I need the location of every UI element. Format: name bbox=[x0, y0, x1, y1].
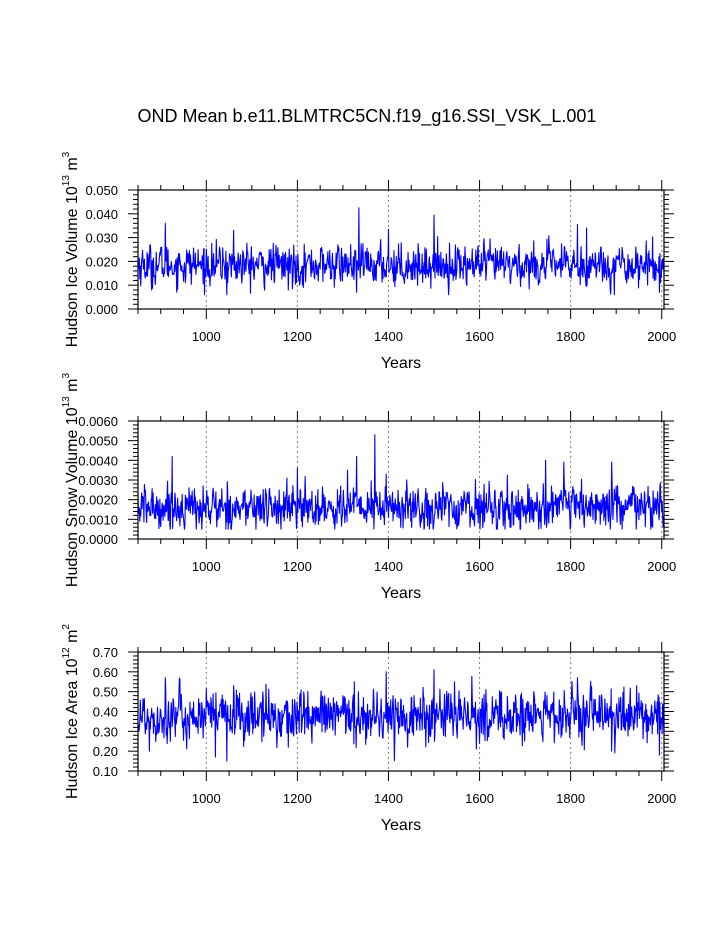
y-tick-label: 0.040 bbox=[85, 207, 118, 222]
y-tick-label: 0.70 bbox=[93, 645, 118, 660]
series-line bbox=[137, 207, 665, 296]
y-tick-label: 0.60 bbox=[93, 665, 118, 680]
y-tick-label: 0.030 bbox=[85, 231, 118, 246]
x-tick-label: 2000 bbox=[647, 559, 676, 574]
y-tick-label: 0.0050 bbox=[78, 434, 118, 449]
x-tick-label: 1800 bbox=[556, 559, 585, 574]
panels: 1000 1200 1400 1600 1800 2000 Years 0.000 0.010 0… bbox=[61, 151, 676, 834]
y-tick-label: 0.0040 bbox=[78, 453, 118, 468]
y-tick-label: 0.20 bbox=[93, 744, 118, 759]
x-tick-label: 1400 bbox=[374, 791, 403, 806]
x-axis-label: Years bbox=[381, 585, 421, 602]
x-tick-label: 1600 bbox=[465, 559, 494, 574]
y-tick-label: 0.30 bbox=[93, 724, 118, 739]
chart-panel: 1000 1200 1400 1600 1800 2000 Years 0.0000 0.001… bbox=[61, 372, 676, 602]
x-tick-label: 1600 bbox=[465, 791, 494, 806]
x-tick-label: 1200 bbox=[283, 791, 312, 806]
x-tick-label: 2000 bbox=[647, 791, 676, 806]
x-tick-label: 1000 bbox=[192, 559, 221, 574]
chart-panel: 1000 1200 1400 1600 1800 2000 Years 0.10 0.20 0.3… bbox=[61, 624, 676, 834]
plot-frame bbox=[137, 189, 665, 310]
x-tick-label: 1200 bbox=[283, 329, 312, 344]
y-tick-label: 0.020 bbox=[85, 254, 118, 269]
x-tick-label: 1400 bbox=[374, 559, 403, 574]
x-axis-label: Years bbox=[381, 355, 421, 372]
x-tick-label: 1600 bbox=[465, 329, 494, 344]
chart-panel: 1000 1200 1400 1600 1800 2000 Years 0.000 0.010 0… bbox=[61, 151, 676, 372]
x-tick-label: 1000 bbox=[192, 329, 221, 344]
x-tick-label: 2000 bbox=[647, 329, 676, 344]
x-axis-label: Years bbox=[381, 817, 421, 834]
y-tick-label: 0.050 bbox=[85, 183, 118, 198]
y-tick-label: 0.0030 bbox=[78, 473, 118, 488]
y-tick-label: 0.40 bbox=[93, 705, 118, 720]
chart-title: OND Mean b.e11.BLMTRC5CN.f19_g16.SSI_VSK… bbox=[138, 106, 597, 127]
y-tick-label: 0.10 bbox=[93, 764, 118, 779]
x-tick-label: 1800 bbox=[556, 329, 585, 344]
y-tick-label: 0.0000 bbox=[78, 532, 118, 547]
y-axis-label: Hudson Ice Area 1012 m2 bbox=[61, 624, 81, 799]
x-tick-label: 1400 bbox=[374, 329, 403, 344]
y-tick-label: 0.50 bbox=[93, 685, 118, 700]
y-axis-label: Hudson Snow Volume 1013 m3 bbox=[61, 372, 81, 587]
y-axis-label: Hudson Ice Volume 1013 m3 bbox=[61, 151, 81, 347]
y-tick-label: 0.0020 bbox=[78, 493, 118, 508]
y-tick-label: 0.0010 bbox=[78, 512, 118, 527]
x-tick-label: 1800 bbox=[556, 791, 585, 806]
x-tick-label: 1200 bbox=[283, 559, 312, 574]
x-tick-label: 1000 bbox=[192, 791, 221, 806]
y-tick-label: 0.010 bbox=[85, 278, 118, 293]
series-line bbox=[137, 434, 665, 530]
y-tick-label: 0.000 bbox=[85, 302, 118, 317]
y-tick-label: 0.0060 bbox=[78, 414, 118, 429]
series-line bbox=[137, 669, 665, 762]
